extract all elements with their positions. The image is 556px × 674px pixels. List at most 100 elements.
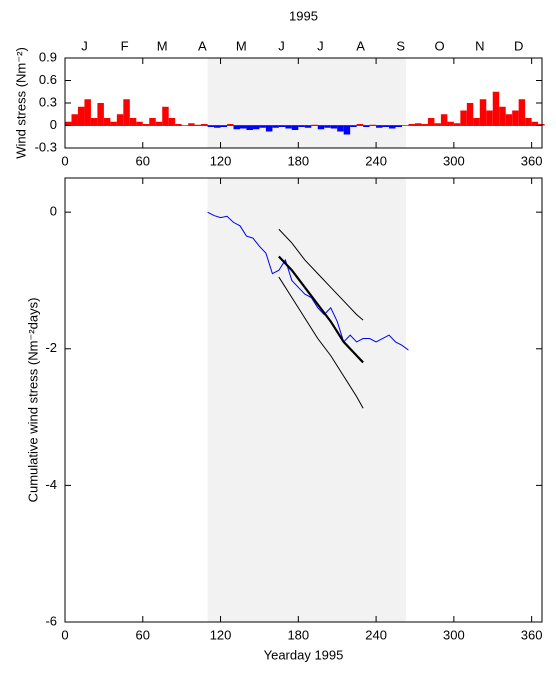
wind-stress-bar — [356, 124, 364, 126]
wind-stress-bar — [343, 125, 351, 135]
wind-stress-bar — [389, 125, 396, 129]
shaded-region — [207, 178, 406, 622]
wind-stress-bar — [272, 125, 279, 128]
wind-stress-bar — [395, 125, 403, 127]
x-tick-label: 0 — [61, 627, 68, 642]
wind-stress-bar — [103, 118, 111, 126]
x-tick-label: 360 — [521, 153, 543, 168]
x-tick-label: 240 — [365, 627, 387, 642]
wind-stress-bar — [214, 125, 221, 128]
wind-stress-bar — [84, 99, 91, 126]
wind-stress-bar — [155, 121, 163, 126]
y-tick-label: 0 — [50, 117, 57, 132]
wind-stress-bar — [434, 123, 441, 126]
wind-stress-bar — [440, 114, 448, 126]
wind-stress-bar — [278, 125, 286, 127]
y-tick-label: -0.3 — [35, 139, 57, 154]
wind-stress-bar — [499, 106, 506, 126]
x-tick-label: 240 — [365, 153, 387, 168]
wind-stress-bar — [479, 99, 487, 126]
wind-stress-bar — [460, 110, 467, 126]
plot-frame — [64, 177, 543, 623]
wind-stress-bar — [518, 99, 526, 126]
wind-stress-bar — [71, 114, 78, 126]
wind-stress-bar — [136, 121, 143, 126]
chart-title: 1995 — [289, 8, 318, 23]
wind-stress-bar — [149, 118, 156, 126]
month-label: N — [475, 38, 484, 53]
x-tick-label: 300 — [443, 627, 465, 642]
wind-stress-bar — [220, 125, 228, 127]
series-line — [278, 255, 364, 364]
wind-stress-bar — [90, 118, 98, 126]
wind-stress-bar — [473, 118, 480, 126]
wind-stress-bar — [376, 125, 383, 128]
x-tick-label: 120 — [210, 153, 232, 168]
x-tick-label: 60 — [136, 153, 150, 168]
wind-stress-bar — [129, 118, 137, 126]
month-label: M — [157, 38, 168, 53]
y-tick-label: 0.9 — [39, 49, 57, 64]
wind-stress-bar — [97, 103, 104, 126]
wind-stress-bar — [207, 125, 215, 127]
y-tick-label: -6 — [45, 613, 57, 628]
wind-stress-bar — [466, 103, 474, 126]
month-label: A — [356, 38, 365, 53]
wind-stress-bar — [363, 125, 370, 127]
x-tick-label: 60 — [136, 627, 150, 642]
month-label: M — [236, 38, 247, 53]
y-tick-label: -4 — [45, 477, 57, 492]
wind-stress-bar — [142, 124, 150, 126]
wind-stress-bar — [538, 124, 545, 126]
wind-stress-bar — [382, 125, 390, 127]
wind-stress-bar — [317, 125, 325, 130]
x-axis-label: Yearday 1995 — [264, 647, 344, 662]
wind-stress-bar — [330, 125, 338, 129]
month-label: J — [81, 38, 88, 53]
wind-stress-bar — [168, 118, 176, 126]
x-tick-label: 360 — [521, 627, 543, 642]
wind-stress-bar — [298, 125, 305, 127]
series-line — [207, 211, 409, 351]
wind-stress-bar — [304, 125, 312, 128]
wind-stress-bar — [116, 114, 124, 126]
month-label: O — [435, 38, 445, 53]
wind-stress-bar — [486, 110, 493, 126]
x-tick-label: 0 — [61, 153, 68, 168]
wind-stress-bar — [525, 118, 532, 126]
month-label: F — [121, 38, 129, 53]
wind-stress-bar — [233, 125, 240, 130]
y-tick-label: -2 — [45, 340, 57, 355]
y-tick-label: 0.6 — [39, 72, 57, 87]
y-tick-label: 0 — [50, 204, 57, 219]
wind-stress-bar — [531, 121, 539, 126]
wind-stress-bar — [337, 125, 344, 132]
wind-stress-bar — [227, 124, 234, 126]
wind-stress-bar — [408, 124, 415, 126]
wind-stress-bar — [201, 124, 208, 126]
y-axis-label: Wind stress (Nm⁻²) — [13, 47, 28, 159]
wind-stress-bar — [421, 124, 428, 126]
wind-stress-bar — [311, 124, 318, 126]
wind-stress-bar — [123, 99, 130, 126]
series-line — [278, 276, 364, 409]
x-tick-label: 300 — [443, 153, 465, 168]
y-tick-label: 0.3 — [39, 94, 57, 109]
x-tick-label: 120 — [210, 627, 232, 642]
wind-stress-bar — [492, 91, 500, 126]
wind-stress-bar — [291, 125, 299, 130]
series-line — [278, 228, 364, 321]
wind-stress-bar — [259, 125, 266, 128]
wind-stress-bar — [285, 125, 292, 129]
month-label: J — [278, 38, 285, 53]
wind-stress-bar — [324, 125, 331, 128]
shaded-region — [207, 58, 406, 148]
x-tick-label: 180 — [287, 627, 309, 642]
month-label: A — [198, 38, 207, 53]
wind-stress-bar — [194, 124, 202, 126]
wind-stress-bar — [265, 125, 273, 132]
month-label: D — [514, 38, 523, 53]
wind-stress-bar — [512, 110, 519, 126]
wind-stress-bar — [65, 121, 72, 126]
